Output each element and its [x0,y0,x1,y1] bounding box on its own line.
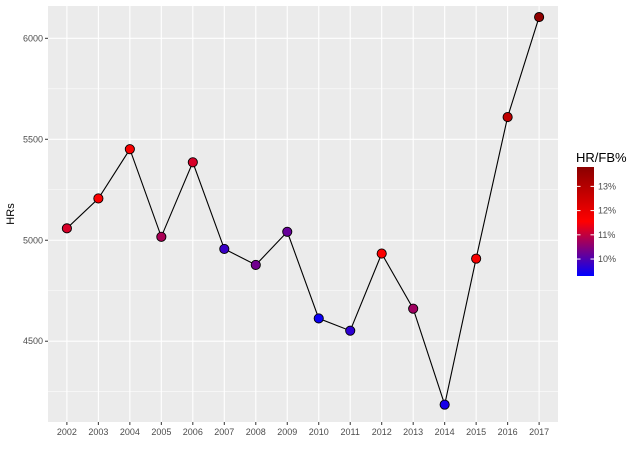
x-tick-label: 2005 [151,427,171,437]
x-tick-label: 2006 [183,427,203,437]
legend-tick-label: 12% [598,206,616,216]
x-tick-label: 2016 [498,427,518,437]
data-point [471,253,482,264]
x-axis: 2002 2003 2004 2005 2006 2007 2008 2009 2010 2011… [57,422,549,437]
legend-tick-label: 13% [598,181,616,191]
data-point [345,325,356,336]
x-tick-label: 2014 [435,427,455,437]
hrs-line [66,16,540,407]
data-point [376,248,387,259]
x-tick-label: 2004 [120,427,140,437]
data-point [534,12,545,23]
y-axis: 4500 5000 5500 6000 [23,33,48,346]
data-point [124,144,135,155]
x-tick-label: 2010 [309,427,329,437]
data-point [156,231,167,242]
x-tick-label: 2007 [214,427,234,437]
data-point [219,243,230,254]
legend-title: HR/FB% [576,150,627,165]
y-tick-label: 6000 [23,33,43,43]
data-point [282,226,293,237]
data-point [61,223,72,234]
data-point [93,193,104,204]
x-tick-label: 2011 [341,427,360,437]
legend-tick-label: 11% [598,230,615,240]
x-tick-label: 2008 [246,427,266,437]
data-points [61,12,545,410]
y-axis-title: HRs [5,203,17,225]
data-point [408,303,419,314]
x-tick-label: 2003 [88,427,108,437]
legend-ticks: 10% 11% 12% 13% [577,181,616,264]
legend: HR/FB% 10% 11% 12% 13% [576,150,627,276]
major-grid [48,6,558,422]
series-line [66,16,540,407]
x-tick-label: 2015 [466,427,486,437]
plot-panel [48,6,558,422]
data-point [187,157,198,168]
data-point [439,399,450,410]
y-tick-label: 5000 [23,235,43,245]
data-point [250,259,261,270]
data-point [502,112,513,123]
x-tick-label: 2009 [277,427,297,437]
legend-colorbar [577,167,594,276]
x-tick-label: 2002 [57,427,77,437]
x-tick-label: 2017 [529,427,549,437]
legend-tick-label: 10% [598,254,616,264]
minor-grid [48,88,558,392]
y-tick-label: 4500 [23,336,43,346]
x-tick-label: 2012 [372,427,392,437]
data-point [313,313,324,324]
x-tick-label: 2013 [403,427,423,437]
y-tick-label: 5500 [23,134,43,144]
